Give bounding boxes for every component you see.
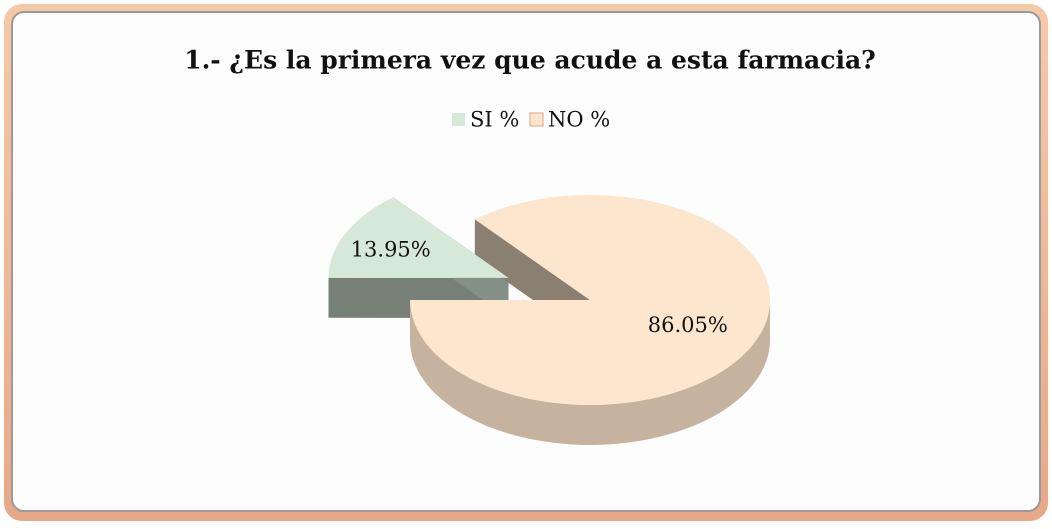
legend-swatch: [529, 112, 544, 127]
legend-swatch: [452, 113, 465, 126]
data-label: 86.05%: [648, 313, 728, 337]
legend-label: NO %: [548, 108, 610, 132]
legend-label: SI %: [470, 108, 519, 132]
chart-title: 1.- ¿Es la primera vez que acude a esta …: [184, 46, 876, 75]
data-label: 13.95%: [351, 238, 431, 262]
slice: [410, 194, 771, 405]
slice-wall: [410, 300, 770, 445]
slice: [328, 197, 509, 278]
